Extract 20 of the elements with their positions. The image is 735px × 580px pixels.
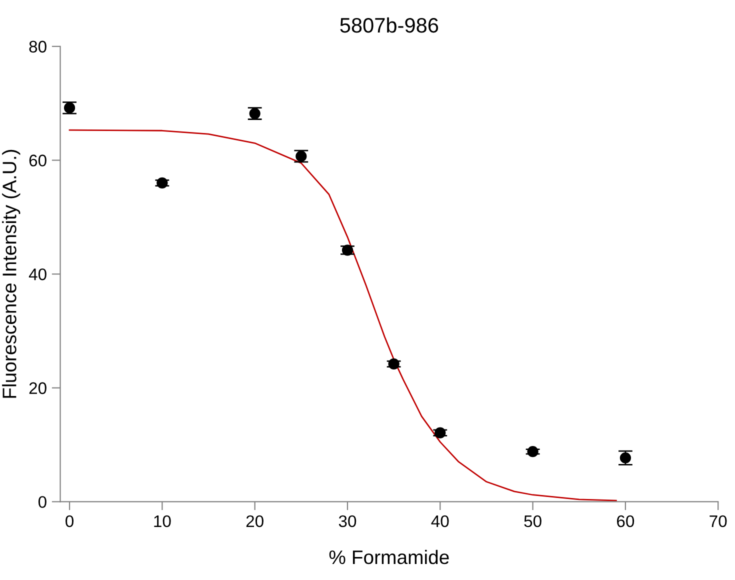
y-tick-label: 20: [29, 382, 46, 394]
x-tick-label: 0: [66, 515, 74, 528]
x-tick-label: 40: [431, 515, 449, 528]
x-tick-label: 60: [617, 515, 634, 528]
chart-title: 5807b-986: [340, 17, 438, 33]
x-tick-label: 20: [246, 515, 264, 528]
line-series: [68, 129, 617, 502]
y-tick-label: 40: [28, 268, 46, 280]
x-tick-label: 30: [338, 515, 356, 528]
y-tick-label: 60: [29, 154, 46, 166]
x-tick-label: 70: [710, 515, 727, 528]
point: [388, 358, 400, 370]
x-tick-label: 50: [524, 515, 542, 528]
y-axis-title: Fluorescence Intensity (A.U.): [2, 150, 20, 398]
y-tick-label: 0: [38, 496, 46, 508]
x-axis-title: % Formamide: [329, 550, 449, 564]
point: [527, 446, 538, 458]
x-tick-label: 10: [154, 515, 171, 528]
point: [434, 427, 446, 438]
y-tick-label: 80: [29, 40, 46, 53]
